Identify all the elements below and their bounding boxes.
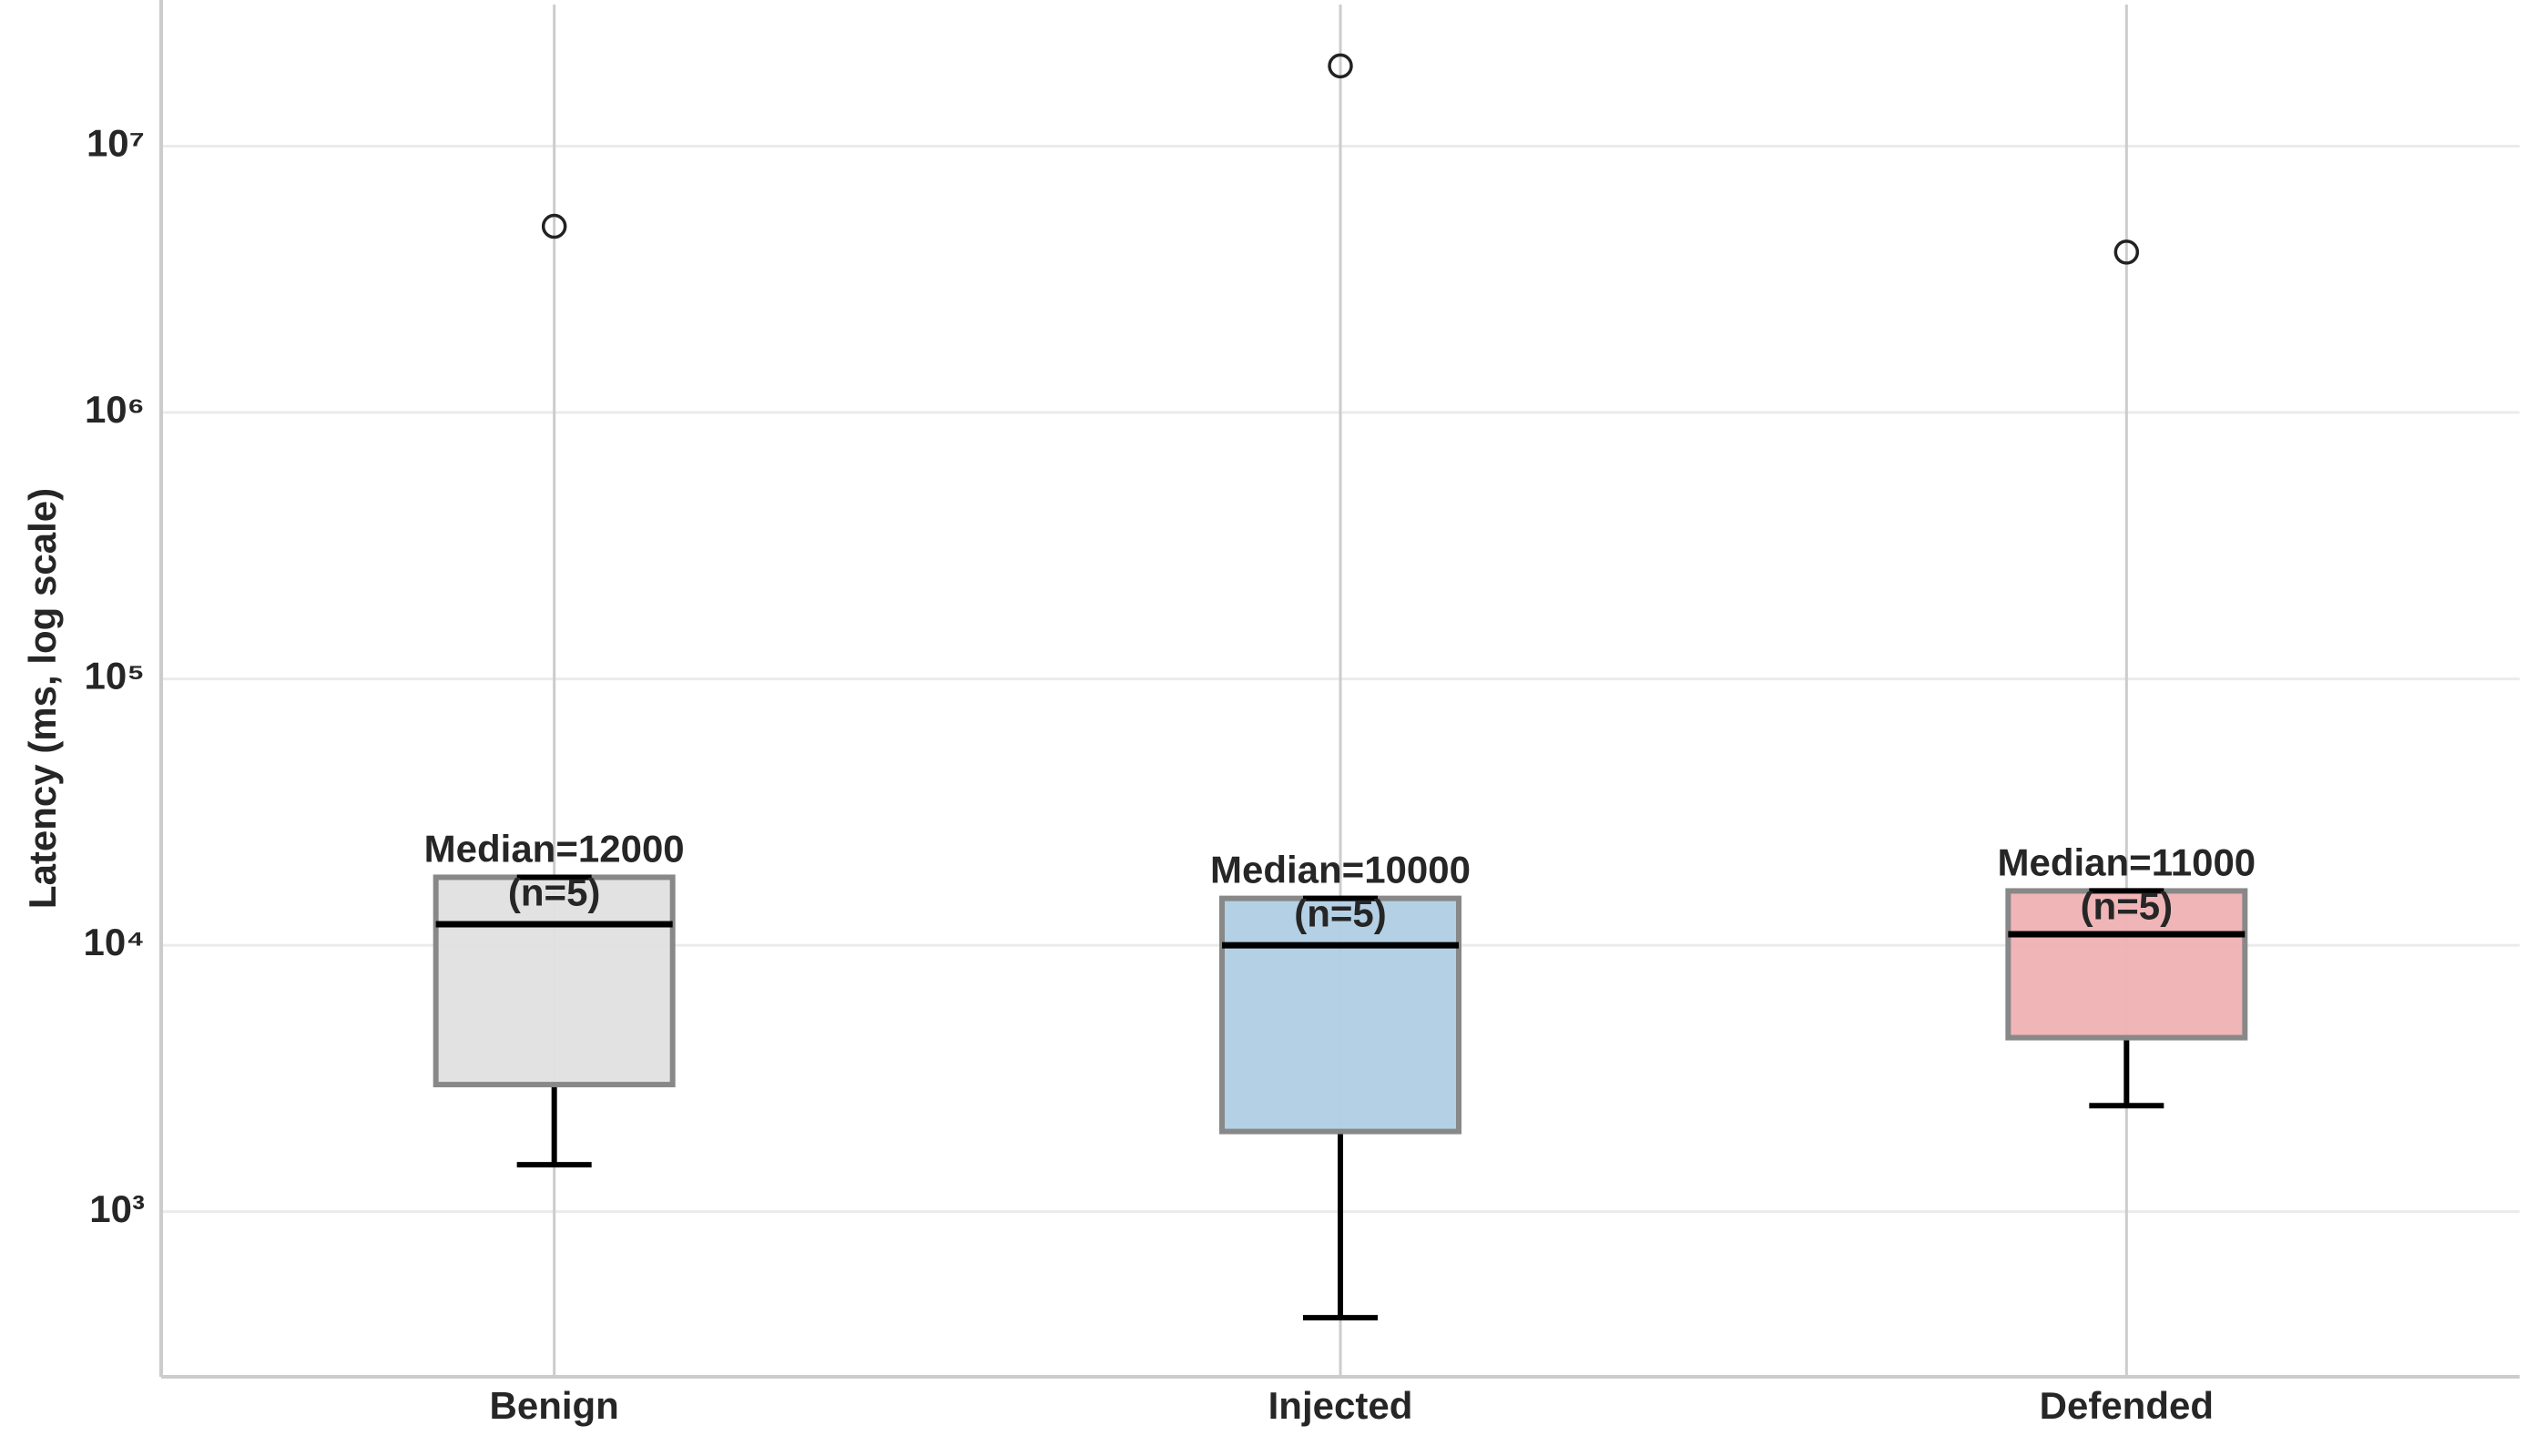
y-tick-label: 10⁵ <box>85 655 145 697</box>
box <box>433 874 676 1088</box>
n-annotation: (n=5) <box>2081 885 2174 928</box>
n-annotation: (n=5) <box>1294 892 1387 935</box>
x-tick-label: Benign <box>490 1384 619 1427</box>
y-tick-label: 10⁶ <box>85 388 145 431</box>
y-tick-label: 10⁴ <box>84 921 146 963</box>
median-annotation: Median=10000 <box>1210 849 1471 891</box>
outlier <box>541 213 567 239</box>
n-annotation: (n=5) <box>508 871 601 914</box>
y-tick-label: 10⁷ <box>87 122 145 165</box>
outlier <box>1328 53 1353 79</box>
y-axis-label: Latency (ms, log scale) <box>21 488 64 909</box>
x-tick-label: Defended <box>2040 1384 2214 1427</box>
median-annotation: Median=12000 <box>424 828 685 871</box>
outlier <box>2113 239 2140 265</box>
box <box>2005 888 2248 1041</box>
median-annotation: Median=11000 <box>1997 841 2256 884</box>
x-tick-label: Injected <box>1268 1384 1413 1427</box>
y-tick-label: 10³ <box>89 1187 145 1230</box>
